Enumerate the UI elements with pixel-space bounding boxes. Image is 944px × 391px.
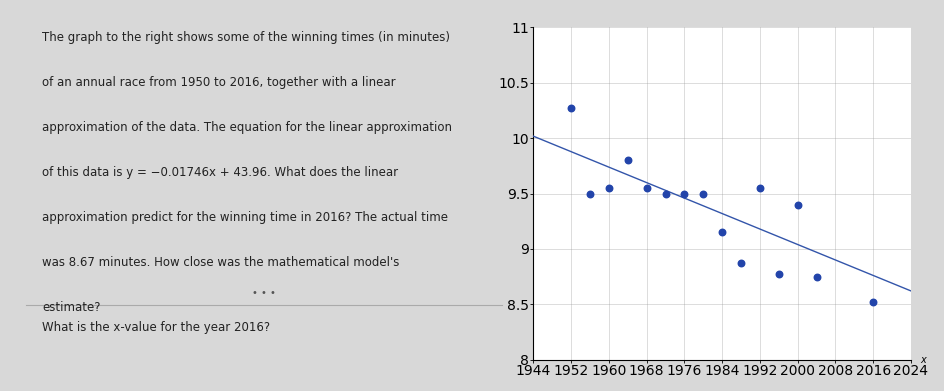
Text: of this data is y = −0.01746x + 43.96. What does the linear: of this data is y = −0.01746x + 43.96. W… xyxy=(42,166,398,179)
Text: was 8.67 minutes. How close was the mathematical model's: was 8.67 minutes. How close was the math… xyxy=(42,256,399,269)
Point xyxy=(620,157,635,163)
Point xyxy=(809,274,824,280)
Point xyxy=(715,229,730,235)
Text: x: x xyxy=(920,355,926,365)
Point xyxy=(771,271,786,278)
Point xyxy=(752,185,767,191)
Text: The graph to the right shows some of the winning times (in minutes): The graph to the right shows some of the… xyxy=(42,31,450,44)
Point xyxy=(733,260,749,267)
Point xyxy=(696,190,711,197)
Point xyxy=(639,185,654,191)
Text: • • •: • • • xyxy=(252,288,277,298)
Text: What is the x-value for the year 2016?: What is the x-value for the year 2016? xyxy=(42,321,270,334)
Point xyxy=(658,190,673,197)
Point xyxy=(564,105,579,111)
Text: of an annual race from 1950 to 2016, together with a linear: of an annual race from 1950 to 2016, tog… xyxy=(42,76,396,89)
Point xyxy=(866,299,881,305)
Text: approximation of the data. The equation for the linear approximation: approximation of the data. The equation … xyxy=(42,121,452,134)
Text: approximation predict for the winning time in 2016? The actual time: approximation predict for the winning ti… xyxy=(42,211,448,224)
Point xyxy=(790,201,805,208)
Point xyxy=(582,190,598,197)
Point xyxy=(677,190,692,197)
Point xyxy=(601,185,616,191)
Text: estimate?: estimate? xyxy=(42,301,101,314)
